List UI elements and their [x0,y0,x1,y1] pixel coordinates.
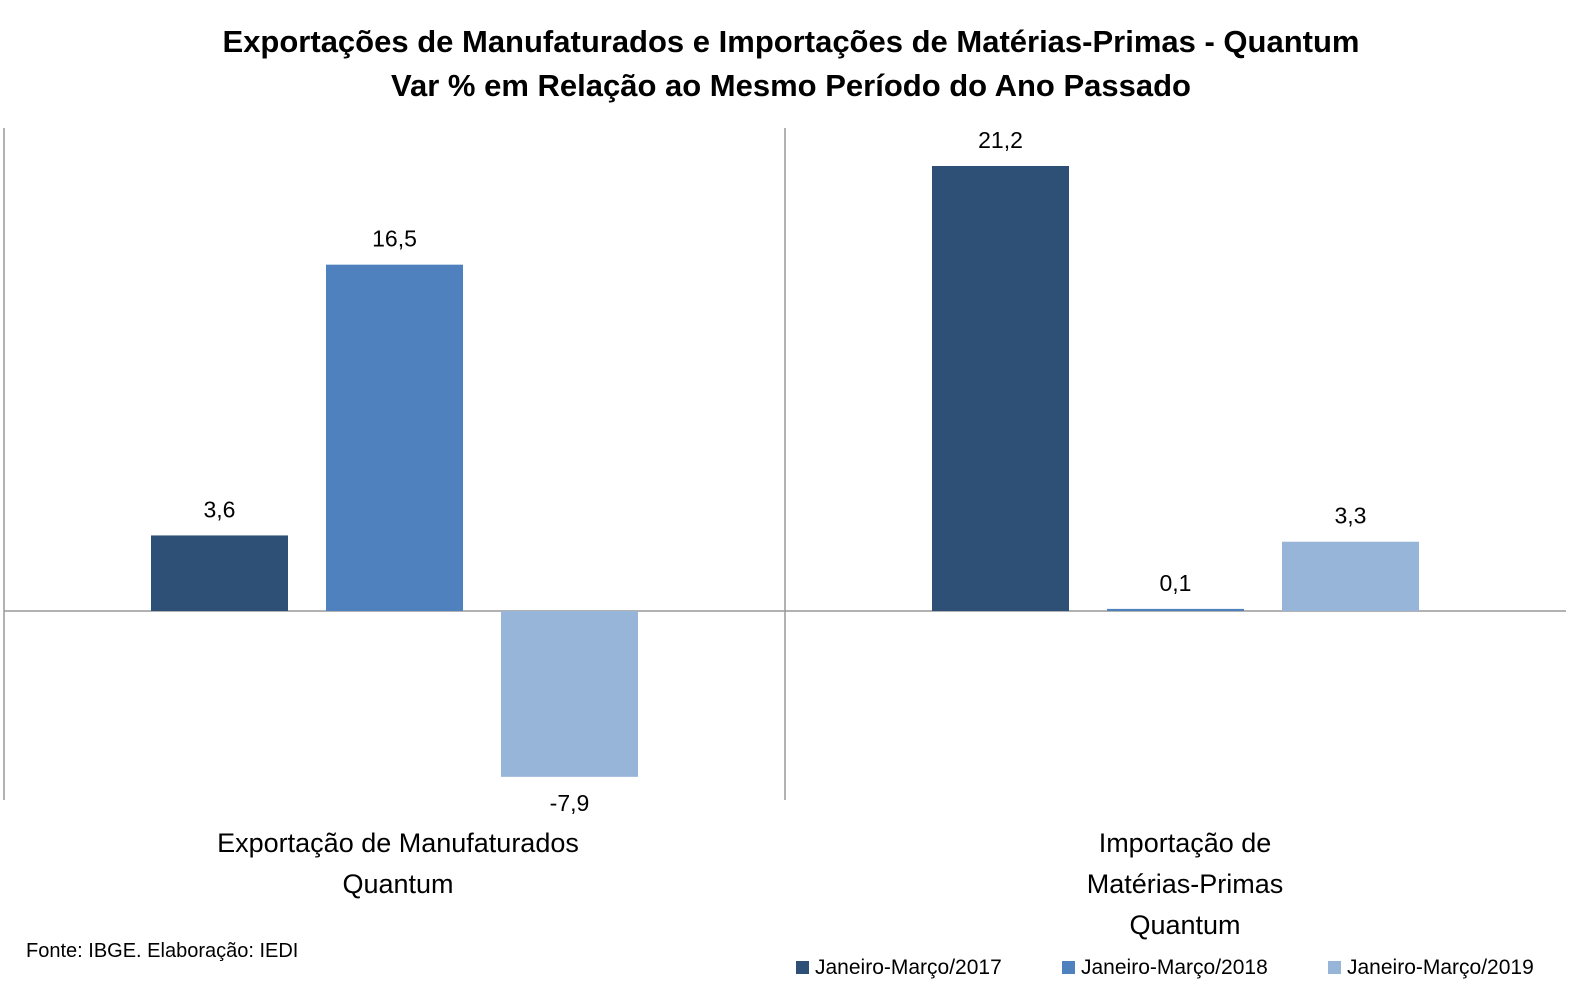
bar-c2-s2 [1107,608,1244,611]
data-label-c1-s1: 3,6 [204,496,236,522]
chart-bars [151,166,1419,777]
chart-data-labels: 3,6 16,5 -7,9 21,2 0,1 3,3 [204,127,1367,816]
title-line-1: Exportações de Manufaturados e Importaçõ… [223,24,1360,59]
bar-c1-s1 [151,535,288,611]
category-label-1-line-1: Exportação de Manufaturados [217,828,579,858]
chart-legend: Janeiro-Março/2017 Janeiro-Março/2018 Jane… [796,956,1534,979]
legend-swatch-1 [796,961,809,974]
data-label-c1-s2: 16,5 [372,226,417,252]
bar-c1-s3 [501,611,638,777]
category-label-1-line-2: Quantum [342,869,453,899]
legend-swatch-3 [1328,961,1341,974]
data-label-c2-s3: 3,3 [1335,503,1367,529]
category-label-2-line-3: Quantum [1129,910,1240,940]
bar-c2-s1 [932,166,1069,611]
bar-c1-s2 [326,264,463,611]
data-label-c1-s3: -7,9 [550,790,590,816]
category-label-2-line-2: Matérias-Primas [1087,869,1284,899]
legend-label-1: Janeiro-Março/2017 [815,956,1002,979]
chart-category-labels: Exportação de Manufaturados Quantum Import… [217,828,1283,940]
category-label-2-line-1: Importação de [1099,828,1272,858]
chart-title: Exportações de Manufaturados e Importaçõ… [223,24,1360,103]
data-label-c2-s1: 21,2 [978,127,1023,153]
title-line-2: Var % em Relação ao Mesmo Período do Ano… [391,68,1191,103]
legend-swatch-2 [1062,961,1075,974]
data-label-c2-s2: 0,1 [1160,570,1192,596]
legend-label-2: Janeiro-Março/2018 [1081,956,1268,979]
bar-c2-s3 [1282,541,1419,611]
source-note: Fonte: IBGE. Elaboração: IEDI [26,940,299,962]
chart-axes [3,128,1566,800]
legend-label-3: Janeiro-Março/2019 [1347,956,1534,979]
